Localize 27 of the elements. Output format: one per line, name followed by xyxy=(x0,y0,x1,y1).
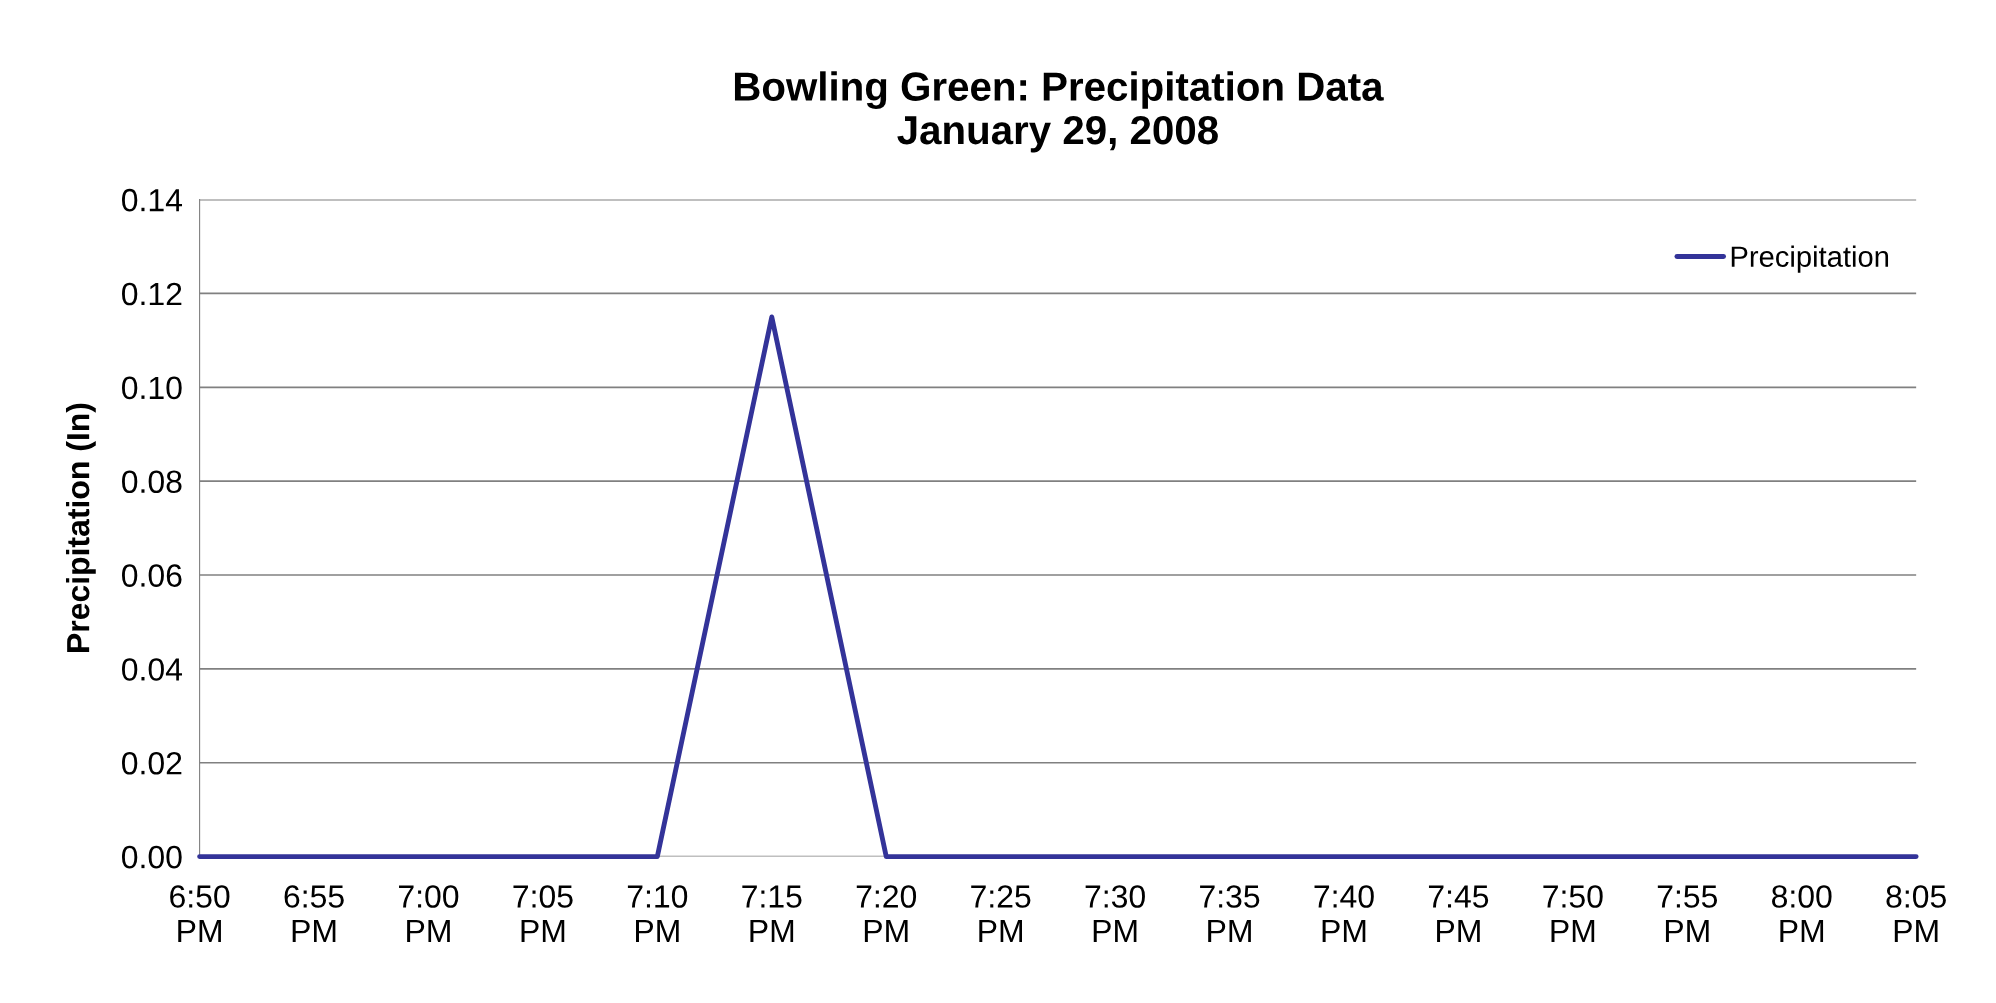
x-tick-label: 8:05 PM xyxy=(1886,885,1946,942)
y-tick-label: 0.00 xyxy=(122,845,182,869)
x-tick-label: 7:15 PM xyxy=(742,885,802,942)
x-tick-label: 7:40 PM xyxy=(1314,885,1374,942)
y-tick-label: 0.04 xyxy=(122,658,182,681)
x-tick-label: 7:20 PM xyxy=(856,885,917,942)
x-tick-label: 7:50 PM xyxy=(1543,885,1603,942)
x-tick-label: 7:55 PM xyxy=(1657,885,1718,942)
y-tick-label: 0.12 xyxy=(122,282,182,306)
chart-title: Bowling Green: Precipitation Data January 29, 2008 xyxy=(734,71,1384,153)
x-tick-label: 7:05 PM xyxy=(513,885,573,942)
y-axis-title: Precipitation (In) xyxy=(65,403,96,652)
x-tick-label: 8:00 PM xyxy=(1772,885,1832,942)
y-tick-label: 0.02 xyxy=(122,751,182,775)
x-tick-label: 7:25 PM xyxy=(971,885,1031,942)
x-tick-label: 7:10 PM xyxy=(627,885,688,942)
y-tick-label: 0.06 xyxy=(122,564,182,587)
y-tick-label: 0.08 xyxy=(122,470,182,494)
x-tick-label: 6:50 PM xyxy=(170,885,230,942)
legend-label: Precipitation xyxy=(1731,245,1889,273)
y-tick-label: 0.10 xyxy=(122,376,182,400)
x-tick-label: 7:00 PM xyxy=(399,885,459,942)
y-tick-label: 0.14 xyxy=(122,188,182,212)
x-tick-label: 7:30 PM xyxy=(1085,885,1145,942)
x-tick-label: 7:45 PM xyxy=(1428,885,1489,942)
x-tick-label: 7:35 PM xyxy=(1200,885,1260,942)
x-tick-label: 6:55 PM xyxy=(284,885,344,942)
